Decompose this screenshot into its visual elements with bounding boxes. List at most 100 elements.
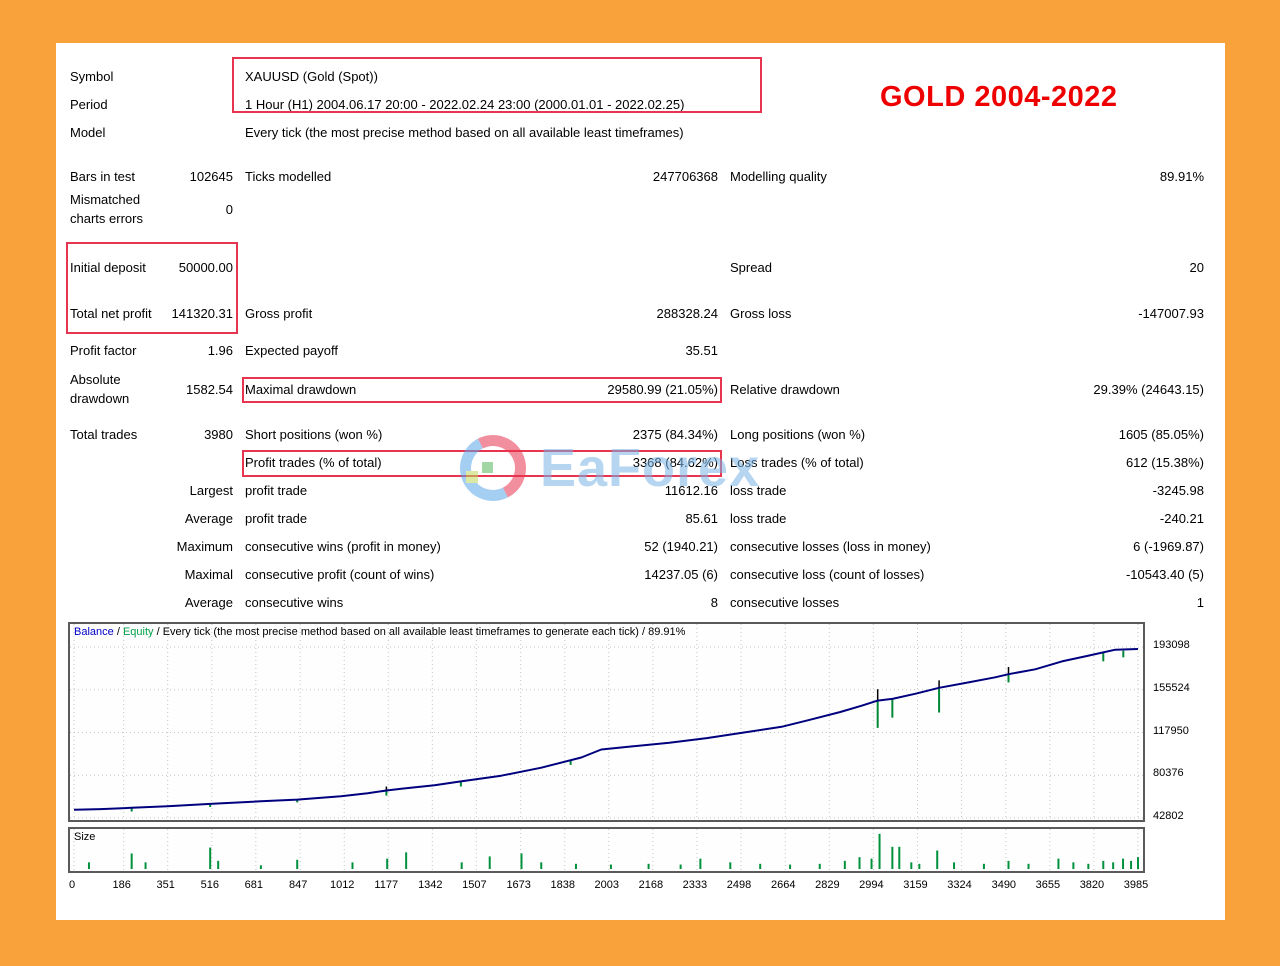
report-value: 288328.24: [656, 305, 718, 321]
y-axis-tick-label: 193098: [1153, 639, 1190, 651]
report-value: 11612.16: [664, 482, 718, 498]
annotation-red-box: [66, 242, 238, 334]
legend-model-text: Every tick (the most precise method base…: [162, 626, 686, 638]
x-axis-tick-label: 3159: [903, 879, 928, 891]
report-value: 52 (1940.21): [644, 538, 718, 554]
report-value: 29.39% (24643.15): [1093, 381, 1204, 397]
report-value: 89.91%: [1159, 168, 1204, 184]
x-axis-tick-label: 2003: [594, 879, 620, 891]
legend-separator: /: [153, 626, 163, 638]
report-row: Average consecutive wins 8 consecutive loss…: [56, 589, 1225, 617]
report-label: Loss trades (% of total): [730, 454, 864, 470]
x-axis-tick-label: 3490: [991, 879, 1017, 891]
size-chart: Size: [68, 827, 1145, 873]
x-axis-tick-label: 2994: [859, 879, 884, 891]
y-axis-tick-label: 155524: [1153, 681, 1190, 694]
legend-equity: Equity: [122, 626, 154, 638]
report-row: Profit factor 1.96 Expected payoff 35.51: [56, 337, 1225, 365]
report-label: Ticks modelled: [245, 168, 332, 184]
report-label: Total trades: [70, 426, 138, 442]
x-axis-tick-label: 516: [200, 879, 219, 891]
report-value: Average: [184, 594, 233, 610]
report-value: -3245.98: [1152, 482, 1204, 498]
report-label: Expected payoff: [245, 342, 338, 358]
report-value: 1605 (85.05%): [1118, 426, 1204, 442]
report-label: Maximal drawdown: [245, 381, 357, 397]
report-label: Profit trades (% of total): [245, 454, 382, 470]
annotation-red-box: [242, 450, 722, 477]
report-label: profit trade: [245, 482, 308, 498]
report-value: 102645: [189, 168, 233, 184]
y-axis-tick-label: 117950: [1153, 724, 1189, 737]
report-row: Total net profit 141320.31 Gross profit 288…: [56, 291, 1225, 337]
report-value: -147007.93: [1138, 305, 1204, 321]
report-label: loss trade: [730, 510, 787, 526]
x-axis-tick-label: 1012: [329, 879, 355, 891]
report-label: Short positions (won %): [245, 426, 383, 442]
report-label: Relative drawdown: [730, 381, 840, 397]
report-value: Largest: [189, 482, 233, 498]
report-label: consecutive losses: [730, 594, 840, 610]
x-axis-tick-label: 0: [68, 879, 76, 891]
report-value: 1.96: [207, 342, 233, 358]
legend-balance: Balance: [74, 626, 114, 638]
report-card: Symbol XAUUSD (Gold (Spot)) Period 1 Hour (…: [56, 43, 1225, 920]
report-row: Total trades 3980 Short positions (won %) 2…: [56, 421, 1225, 449]
report-value: 0: [225, 201, 233, 217]
report-label: Symbol: [70, 68, 114, 84]
x-axis-tick-label: 2498: [726, 879, 752, 891]
report-value: 6 (-1969.87): [1133, 538, 1204, 554]
report-label: Total net profit: [70, 305, 152, 321]
x-axis-tick-label: 1507: [462, 879, 487, 891]
watermark-text: EaForex: [540, 438, 761, 498]
report-label: Modelling quality: [730, 168, 827, 184]
report-value: 29580.99 (21.05%): [607, 381, 718, 397]
report-value: 3980: [204, 426, 233, 442]
x-axis-tick-label: 2829: [815, 879, 840, 891]
report-label: 1 Hour (H1) 2004.06.17 20:00 - 2022.02.2…: [245, 96, 685, 112]
report-row: Model Every tick (the most precise method…: [56, 119, 1225, 147]
report-row: Mismatched charts errors 0: [56, 191, 1225, 229]
x-axis-tick-label: 3820: [1079, 879, 1105, 891]
report-value: 85.61: [685, 510, 718, 526]
chart-legend: Balance / Equity / Every tick (the most …: [74, 626, 685, 638]
size-chart-label: Size: [74, 831, 96, 843]
report-value: 1: [1196, 594, 1204, 610]
legend-separator: /: [113, 626, 123, 638]
report-row: Maximum consecutive wins (profit in money…: [56, 533, 1225, 561]
report-row: Profit trades (% of total) 3368 (84.62%) L…: [56, 449, 1225, 477]
report-label: Model: [70, 124, 106, 140]
x-axis-tick-label: 3655: [1035, 879, 1061, 891]
report-row: Average profit trade 85.61 loss trade -240.2…: [56, 505, 1225, 533]
report-row: Initial deposit 50000.00 Spread 20: [56, 245, 1225, 291]
report-label: Gross loss: [730, 305, 792, 321]
report-value: 247706368: [652, 168, 718, 184]
x-axis-tick-label: 1342: [418, 879, 443, 891]
report-label: loss trade: [730, 482, 787, 498]
annotation-red-box: [232, 57, 762, 113]
balance-equity-chart: Balance / Equity / Every tick (the most …: [68, 622, 1145, 822]
y-axis-tick-label: 42802: [1153, 810, 1184, 822]
report-label: Profit factor: [70, 342, 137, 358]
eaforex-logo-icon: [451, 426, 535, 510]
report-row: Largest profit trade 11612.16 loss trade -32…: [56, 477, 1225, 505]
report-value: Maximum: [176, 538, 233, 554]
report-label: consecutive losses (loss in money): [730, 538, 931, 554]
report-value: 1582.54: [186, 381, 233, 397]
report-value: 35.51: [685, 342, 718, 358]
report-row: Absolute drawdown 1582.54 Maximal drawdown…: [56, 365, 1225, 415]
report-row: Symbol XAUUSD (Gold (Spot)): [56, 63, 1225, 91]
report-label: Spread: [730, 259, 772, 275]
report-label: profit trade: [245, 510, 308, 526]
report-row: Period 1 Hour (H1) 2004.06.17 20:00 - 202…: [56, 91, 1225, 119]
size-chart-svg: [73, 829, 1139, 871]
report-label: consecutive wins (profit in money): [245, 538, 441, 554]
report-value: 14237.05 (6): [644, 566, 718, 582]
x-axis-tick-label: 186: [112, 879, 131, 891]
report-value: 2375 (84.34%): [632, 426, 718, 442]
report-value: 3368 (84.62%): [632, 454, 718, 470]
x-axis-tick-label: 1838: [550, 879, 575, 891]
balance-chart-svg: [70, 624, 1143, 820]
report-label: consecutive wins: [245, 594, 344, 610]
page-title: GOLD 2004-2022: [880, 81, 1118, 113]
